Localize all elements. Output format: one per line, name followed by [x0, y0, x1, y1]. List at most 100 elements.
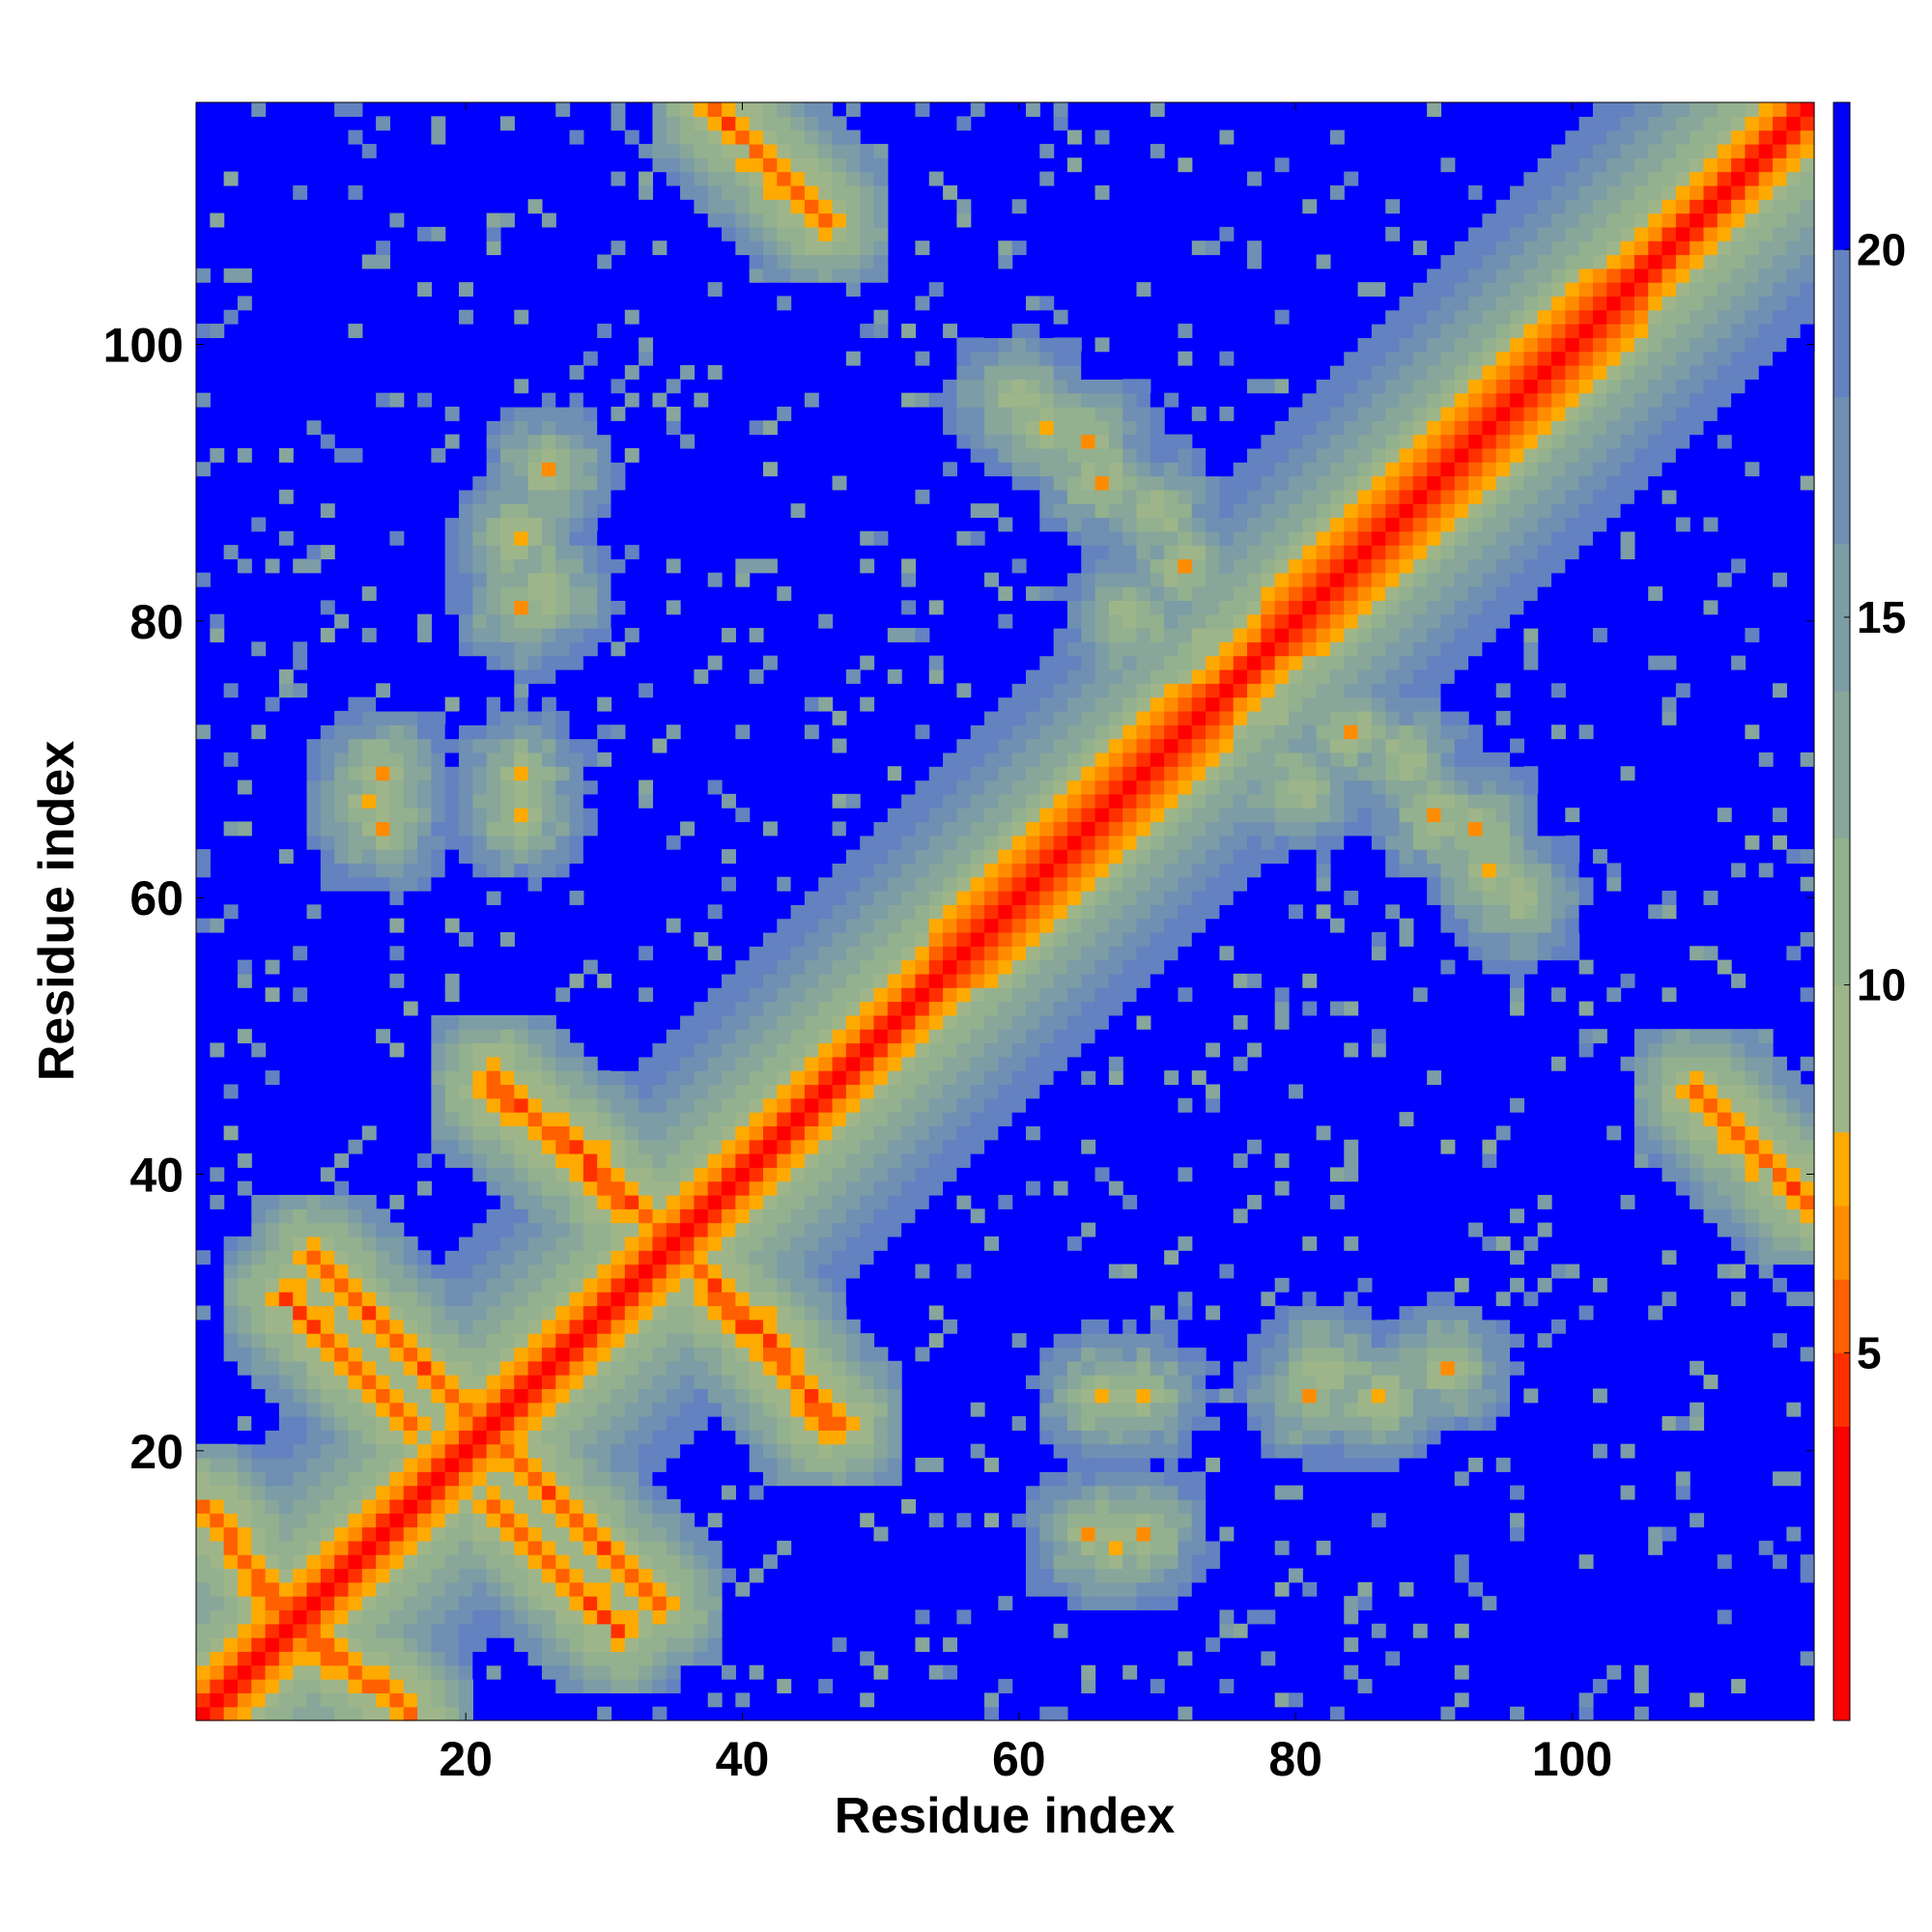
heatmap-cell — [639, 1526, 654, 1542]
heatmap-cell — [265, 1070, 280, 1086]
heatmap-cell — [915, 628, 930, 642]
heatmap-cell — [306, 1498, 322, 1514]
heatmap-cell — [320, 1167, 335, 1182]
heatmap-cell — [237, 1250, 252, 1265]
heatmap-cell — [541, 1139, 556, 1154]
heatmap-cell — [541, 1375, 556, 1390]
heatmap-cell — [1066, 766, 1082, 781]
heatmap-cell — [1302, 1416, 1318, 1431]
heatmap-cell — [624, 1333, 639, 1349]
heatmap-cell — [873, 876, 889, 892]
heatmap-cell — [389, 1568, 405, 1583]
heatmap-cell — [1053, 904, 1068, 920]
heatmap-cell — [749, 946, 764, 961]
heatmap-cell — [210, 1471, 225, 1487]
heatmap-cell — [499, 1084, 515, 1099]
heatmap-cell — [417, 1457, 432, 1472]
heatmap-cell — [680, 1167, 695, 1182]
heatmap-cell — [1136, 904, 1151, 920]
heatmap-cell — [1206, 1416, 1221, 1431]
heatmap-cell — [1081, 946, 1096, 961]
heatmap-cell — [1053, 655, 1068, 670]
heatmap-cell — [1150, 392, 1165, 408]
heatmap-cell — [624, 628, 639, 642]
heatmap-cell — [652, 1360, 668, 1376]
heatmap-cell — [541, 420, 556, 436]
heatmap-cell — [1219, 793, 1235, 809]
heatmap-cell — [1066, 337, 1082, 353]
heatmap-cell — [1261, 406, 1276, 421]
heatmap-cell — [293, 1637, 308, 1653]
heatmap-cell — [459, 309, 473, 325]
heatmap-cell — [569, 447, 584, 463]
heatmap-cell — [376, 1319, 391, 1334]
heatmap-cell — [1316, 821, 1331, 837]
heatmap-cell — [293, 683, 308, 698]
heatmap-cell — [722, 102, 736, 117]
heatmap-cell — [943, 462, 957, 477]
heatmap-cell — [541, 1554, 556, 1570]
heatmap-cell — [735, 185, 751, 200]
heatmap-cell — [777, 1180, 792, 1196]
heatmap-cell — [1053, 876, 1068, 892]
heatmap-cell — [1136, 379, 1151, 394]
heatmap-cell — [278, 1471, 294, 1487]
heatmap-cell — [417, 628, 432, 642]
heatmap-cell — [735, 1070, 751, 1086]
heatmap-cell — [1261, 821, 1276, 837]
heatmap-cell — [749, 1250, 764, 1265]
heatmap-cell — [417, 1637, 432, 1653]
heatmap-cell — [569, 392, 584, 408]
heatmap-cell — [790, 1070, 806, 1086]
heatmap-cell — [818, 891, 834, 905]
heatmap-cell — [1122, 808, 1138, 823]
heatmap-cell — [223, 1609, 239, 1625]
heatmap-cell — [389, 392, 405, 408]
heatmap-cell — [915, 918, 930, 933]
heatmap-cell — [749, 1416, 764, 1431]
heatmap-cell — [431, 1014, 446, 1030]
heatmap-cell — [1288, 835, 1303, 850]
heatmap-cell — [569, 545, 584, 560]
heatmap-cell — [361, 1208, 377, 1224]
heatmap-cell — [694, 1375, 709, 1390]
heatmap-cell — [928, 752, 944, 767]
heatmap-cell — [1053, 752, 1068, 767]
heatmap-cell — [431, 710, 446, 725]
heatmap-cell — [348, 738, 363, 753]
heatmap-cell — [334, 613, 350, 629]
heatmap-cell — [707, 1014, 723, 1030]
heatmap-cell — [707, 1277, 723, 1293]
heatmap-cell — [1288, 558, 1303, 574]
heatmap-cell — [652, 1029, 668, 1044]
heatmap-cell — [707, 1139, 723, 1154]
heatmap-cell — [611, 1222, 626, 1237]
heatmap-cell — [431, 793, 446, 809]
heatmap-cell — [749, 1319, 764, 1334]
heatmap-cell — [1274, 434, 1290, 449]
heatmap-cell — [652, 1153, 668, 1168]
heatmap-cell — [722, 1305, 736, 1321]
heatmap-cell — [1136, 780, 1151, 795]
heatmap-cell — [611, 241, 626, 256]
heatmap-cell — [1081, 821, 1096, 837]
heatmap-cell — [444, 1319, 460, 1334]
heatmap-cell — [1094, 1333, 1110, 1349]
heatmap-cell — [1094, 1596, 1110, 1611]
heatmap-cell — [555, 1125, 571, 1141]
heatmap-cell — [901, 572, 917, 587]
heatmap-cell — [527, 1471, 543, 1487]
heatmap-cell — [541, 1180, 556, 1196]
heatmap-cell — [735, 931, 751, 947]
heatmap-cell — [722, 1139, 736, 1154]
heatmap-cell — [1150, 545, 1165, 560]
heatmap-cell — [1094, 1416, 1110, 1431]
heatmap-cell — [707, 129, 723, 145]
heatmap-cell — [417, 1692, 432, 1708]
heatmap-cell — [832, 143, 847, 158]
heatmap-cell — [320, 710, 335, 725]
heatmap-cell — [790, 1180, 806, 1196]
heatmap-cell — [1316, 780, 1331, 795]
heatmap-cell — [1081, 1679, 1096, 1693]
heatmap-cell — [666, 1112, 681, 1127]
